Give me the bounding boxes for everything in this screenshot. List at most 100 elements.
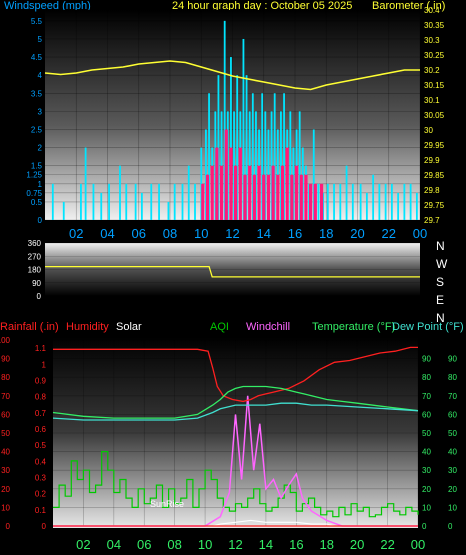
gust-bar bbox=[201, 183, 205, 220]
top-x-tick: 20 bbox=[350, 226, 364, 241]
windspeed-bar bbox=[181, 183, 184, 220]
dewpoint-tick: 50 bbox=[448, 429, 457, 438]
temperature-line bbox=[52, 385, 419, 419]
windspeed-bar bbox=[359, 183, 362, 220]
lower-x-tick: 06 bbox=[137, 537, 151, 552]
dewpoint-tick: 40 bbox=[448, 448, 457, 457]
legend-dewpoint: Dew Point (°F) bbox=[392, 321, 464, 333]
top-y2-tick: 30.35 bbox=[424, 21, 445, 30]
top-x-tick: 04 bbox=[100, 226, 114, 241]
windspeed-bar bbox=[208, 93, 210, 220]
rain-tick: 0.5 bbox=[35, 441, 47, 450]
lower-x-tick: 16 bbox=[289, 537, 303, 552]
gust-bar bbox=[299, 174, 303, 220]
lower-pct-tick: 70 bbox=[1, 392, 10, 401]
compass-e: E bbox=[436, 293, 445, 307]
windspeed-bar bbox=[140, 192, 143, 220]
compass-n-bottom: N bbox=[436, 311, 445, 325]
rain-tick: 0.7 bbox=[35, 409, 47, 418]
gust-bar bbox=[262, 174, 266, 220]
direction-y-tick: 270 bbox=[28, 252, 42, 261]
gust-bar bbox=[280, 165, 285, 220]
windspeed-bar bbox=[283, 93, 285, 220]
windspeed-bar bbox=[125, 183, 128, 220]
lower-plot-area bbox=[53, 337, 418, 528]
rain-tick: 0.4 bbox=[35, 457, 47, 466]
temp-tick: 20 bbox=[422, 485, 431, 494]
dewpoint-tick: 20 bbox=[448, 485, 457, 494]
top-x-tick: 18 bbox=[319, 226, 333, 241]
windspeed-bar bbox=[372, 174, 375, 220]
solar-line bbox=[53, 519, 418, 527]
windspeed-bar bbox=[415, 192, 418, 220]
legend-rainfall: Rainfall (.in) bbox=[0, 321, 59, 333]
windspeed-bar bbox=[173, 183, 176, 220]
dewpoint-tick: 60 bbox=[448, 410, 457, 419]
top-y-tick: 4 bbox=[38, 71, 43, 80]
top-y2-tick: 29.95 bbox=[424, 141, 445, 150]
windspeed-bar bbox=[158, 183, 160, 220]
lower-pct-tick: 100 bbox=[0, 336, 11, 345]
compass-n-top: N bbox=[436, 239, 445, 253]
temp-tick: 30 bbox=[422, 466, 431, 475]
rain-tick: 0 bbox=[42, 522, 47, 531]
windspeed-bar bbox=[339, 183, 342, 220]
windspeed-bar bbox=[317, 183, 320, 220]
top-x-tick: 00 bbox=[413, 226, 427, 241]
top-y2-tick: 29.9 bbox=[424, 156, 440, 165]
compass-w: W bbox=[436, 257, 448, 271]
rain-tick: 1.1 bbox=[35, 344, 47, 353]
gust-bar bbox=[252, 174, 256, 220]
aqi-line bbox=[53, 451, 419, 518]
lower-x-tick: 18 bbox=[320, 537, 334, 552]
lower-x-tick: 20 bbox=[350, 537, 364, 552]
windspeed-bar bbox=[236, 75, 239, 220]
dewpoint-tick: 70 bbox=[448, 392, 457, 401]
gust-bar bbox=[285, 147, 289, 220]
windspeed-bar bbox=[100, 192, 103, 220]
top-y-tick: 5 bbox=[38, 35, 43, 44]
gust-bar bbox=[276, 174, 280, 220]
legend-aqi: AQI bbox=[210, 321, 229, 333]
top-x-tick: 16 bbox=[288, 226, 302, 241]
windspeed-bar bbox=[378, 183, 381, 220]
top-y2-tick: 29.85 bbox=[424, 171, 445, 180]
gust-bar bbox=[205, 174, 210, 220]
top-x-tick: 22 bbox=[382, 226, 396, 241]
gust-bar bbox=[309, 183, 313, 220]
temp-tick: 40 bbox=[422, 448, 431, 457]
direction-y-tick: 360 bbox=[28, 239, 42, 248]
chart-title: 24 hour graph day : October 05 2025 bbox=[172, 0, 353, 12]
gust-bar bbox=[219, 165, 224, 220]
windspeed-bar bbox=[409, 183, 412, 220]
top-y-tick: 1 bbox=[38, 180, 43, 189]
windspeed-bar bbox=[255, 111, 257, 220]
top-y-tick: 1.5 bbox=[31, 162, 43, 171]
gust-bar bbox=[294, 165, 299, 220]
dewpoint-line bbox=[52, 402, 419, 421]
windspeed-bar bbox=[134, 183, 137, 220]
gust-bar bbox=[238, 147, 242, 220]
windspeed-bar bbox=[351, 183, 354, 220]
top-y-tick: 0.5 bbox=[31, 198, 43, 207]
windspeed-bar bbox=[403, 183, 406, 220]
windspeed-bar bbox=[84, 147, 87, 220]
temp-tick: 60 bbox=[422, 410, 431, 419]
windspeed-bar bbox=[326, 183, 329, 220]
top-y-tick: 3 bbox=[38, 107, 43, 116]
windspeed-bar bbox=[384, 183, 387, 220]
lower-x-tick: 12 bbox=[228, 537, 242, 552]
gust-bar bbox=[313, 183, 317, 220]
top-y-tick: 5.5 bbox=[31, 17, 43, 26]
windspeed-bar bbox=[312, 129, 315, 220]
windspeed-bar bbox=[194, 183, 196, 220]
windspeed-bar bbox=[108, 183, 110, 220]
top-y2-tick: 30.15 bbox=[424, 81, 445, 90]
lower-x-tick: 22 bbox=[380, 537, 394, 552]
windspeed-bar bbox=[261, 93, 264, 220]
lower-x-tick: 08 bbox=[167, 537, 181, 552]
temp-tick: 50 bbox=[422, 429, 431, 438]
gust-bar bbox=[243, 174, 247, 220]
gust-bar bbox=[290, 174, 294, 220]
sunrise-label: SunRise bbox=[150, 499, 184, 509]
